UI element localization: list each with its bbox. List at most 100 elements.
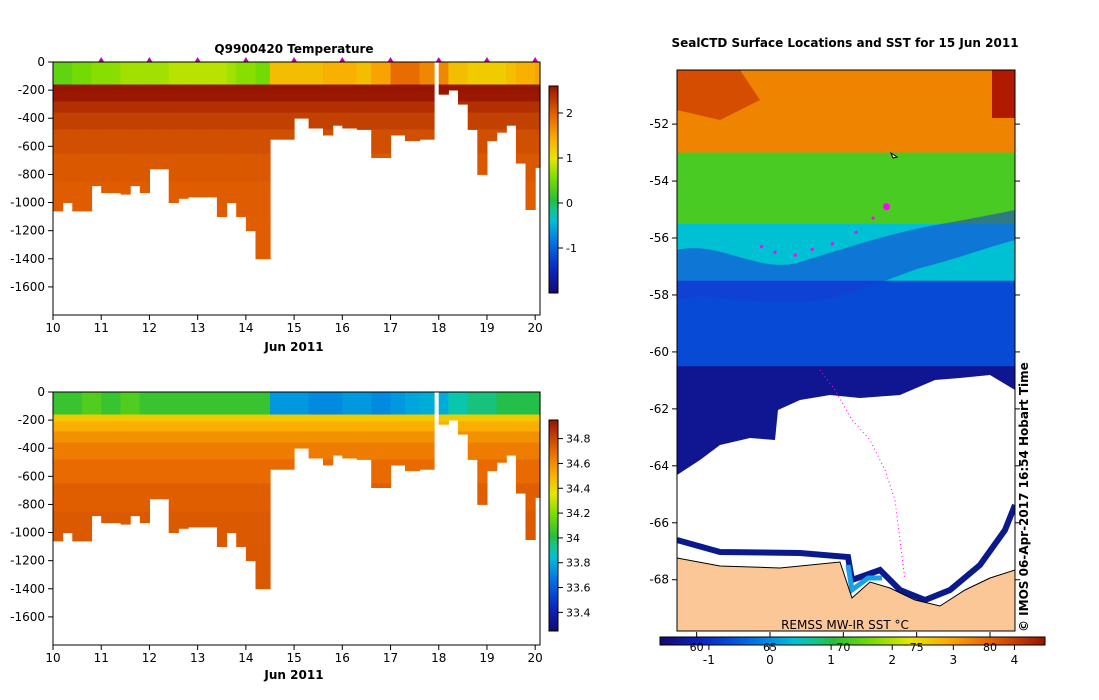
section-cell [419, 414, 435, 422]
section-cell [81, 112, 93, 130]
section-cell [477, 414, 488, 422]
section-cell [308, 414, 324, 422]
section-cell [53, 112, 64, 130]
section-cell [149, 442, 160, 460]
section-cell [53, 459, 64, 484]
section-cell [535, 77, 541, 85]
section-cell [525, 91, 536, 102]
section-cell [101, 77, 112, 85]
section-cell [245, 407, 257, 415]
section-cell [506, 84, 517, 92]
section-cell [487, 442, 498, 460]
section-cell [178, 84, 189, 92]
section-cell [467, 392, 478, 401]
x-tick-label: 19 [479, 651, 494, 665]
section-cell [120, 400, 131, 408]
section-cell [390, 84, 406, 92]
section-cell [139, 407, 150, 415]
lat-tick-label: -62 [649, 402, 669, 416]
section-cell [139, 414, 150, 422]
colorbar-tick-label: 34.4 [566, 482, 591, 495]
section-cell [130, 62, 141, 71]
section-cell [101, 431, 112, 443]
section-cell [515, 414, 527, 422]
section-cell [139, 62, 150, 71]
celsius-tick-label: 3 [950, 653, 958, 667]
section-cell [371, 101, 382, 113]
section-cell [53, 62, 64, 71]
section-cell [62, 442, 73, 460]
section-cell [101, 442, 112, 460]
x-tick-label: 12 [142, 651, 157, 665]
section-cell [270, 101, 286, 113]
section-cell [81, 400, 93, 408]
section-cell [110, 129, 122, 154]
section-cell [197, 421, 208, 432]
section-cell [53, 483, 64, 512]
section-cell [101, 112, 112, 130]
section-cell [405, 431, 421, 443]
section-cell [207, 392, 218, 401]
celsius-tick-label: 4 [1011, 653, 1019, 667]
section-cell [477, 459, 488, 484]
section-cell [487, 414, 498, 422]
section-cell [120, 112, 131, 130]
section-cell [380, 62, 392, 71]
section-cell [101, 181, 112, 194]
section-cell [139, 70, 150, 78]
section-cell [53, 101, 64, 113]
section-cell [270, 129, 286, 140]
section-cell [270, 414, 286, 422]
section-cell [458, 421, 469, 432]
y-tick-label: -1600 [10, 610, 45, 624]
section-cell [226, 407, 237, 415]
fahrenheit-tick-label: 70 [836, 641, 850, 654]
section-cell [81, 414, 93, 422]
sst-colorbar-ticks: -1 0 1 2 3 4 60 65 70 75 80 [690, 632, 1019, 667]
section-cell [72, 112, 83, 130]
section-cell [405, 70, 421, 78]
sst-map-panel: SealCTD Surface Locations and SST for 15… [649, 36, 1046, 667]
colorbar-tick-label: 0 [566, 197, 573, 210]
section-cell [245, 62, 257, 71]
x-tick-label: 20 [528, 651, 543, 665]
section-cell [53, 153, 64, 182]
section-cell [226, 181, 237, 203]
section-cell [168, 442, 179, 460]
section-cell [120, 442, 131, 460]
section-cell [197, 414, 208, 422]
section-cell [356, 70, 372, 78]
section-cell [226, 101, 237, 113]
section-cell [207, 91, 218, 102]
section-cell [525, 70, 536, 78]
section-cell [270, 392, 286, 401]
temperature-section-title: Q9900420 Temperature [214, 42, 373, 56]
section-cell [226, 421, 237, 432]
section-cell [110, 511, 122, 524]
section-cell [294, 414, 310, 422]
section-cell [149, 84, 160, 92]
section-cell [390, 77, 406, 85]
section-cell [308, 392, 324, 401]
section-cell [120, 77, 131, 85]
section-cell [419, 442, 435, 460]
x-tick-label: 17 [383, 321, 398, 335]
section-cell [236, 153, 247, 182]
section-cell [168, 62, 179, 71]
section-cell [91, 407, 102, 415]
celsius-tick-label: -1 [703, 653, 715, 667]
section-cell [535, 84, 541, 92]
section-cell [525, 77, 536, 85]
section-cell [207, 129, 218, 154]
lat-tick-label: -58 [649, 288, 669, 302]
track-point [773, 250, 777, 254]
sst-map-title: SealCTD Surface Locations and SST for 15… [671, 36, 1018, 50]
celsius-tick-label: 1 [827, 653, 835, 667]
section-cell [168, 400, 179, 408]
section-cell [525, 181, 536, 210]
section-cell [178, 421, 189, 432]
surface-marker [532, 57, 539, 62]
section-cell [467, 407, 478, 415]
section-cell [467, 70, 478, 78]
section-cell [236, 77, 247, 85]
